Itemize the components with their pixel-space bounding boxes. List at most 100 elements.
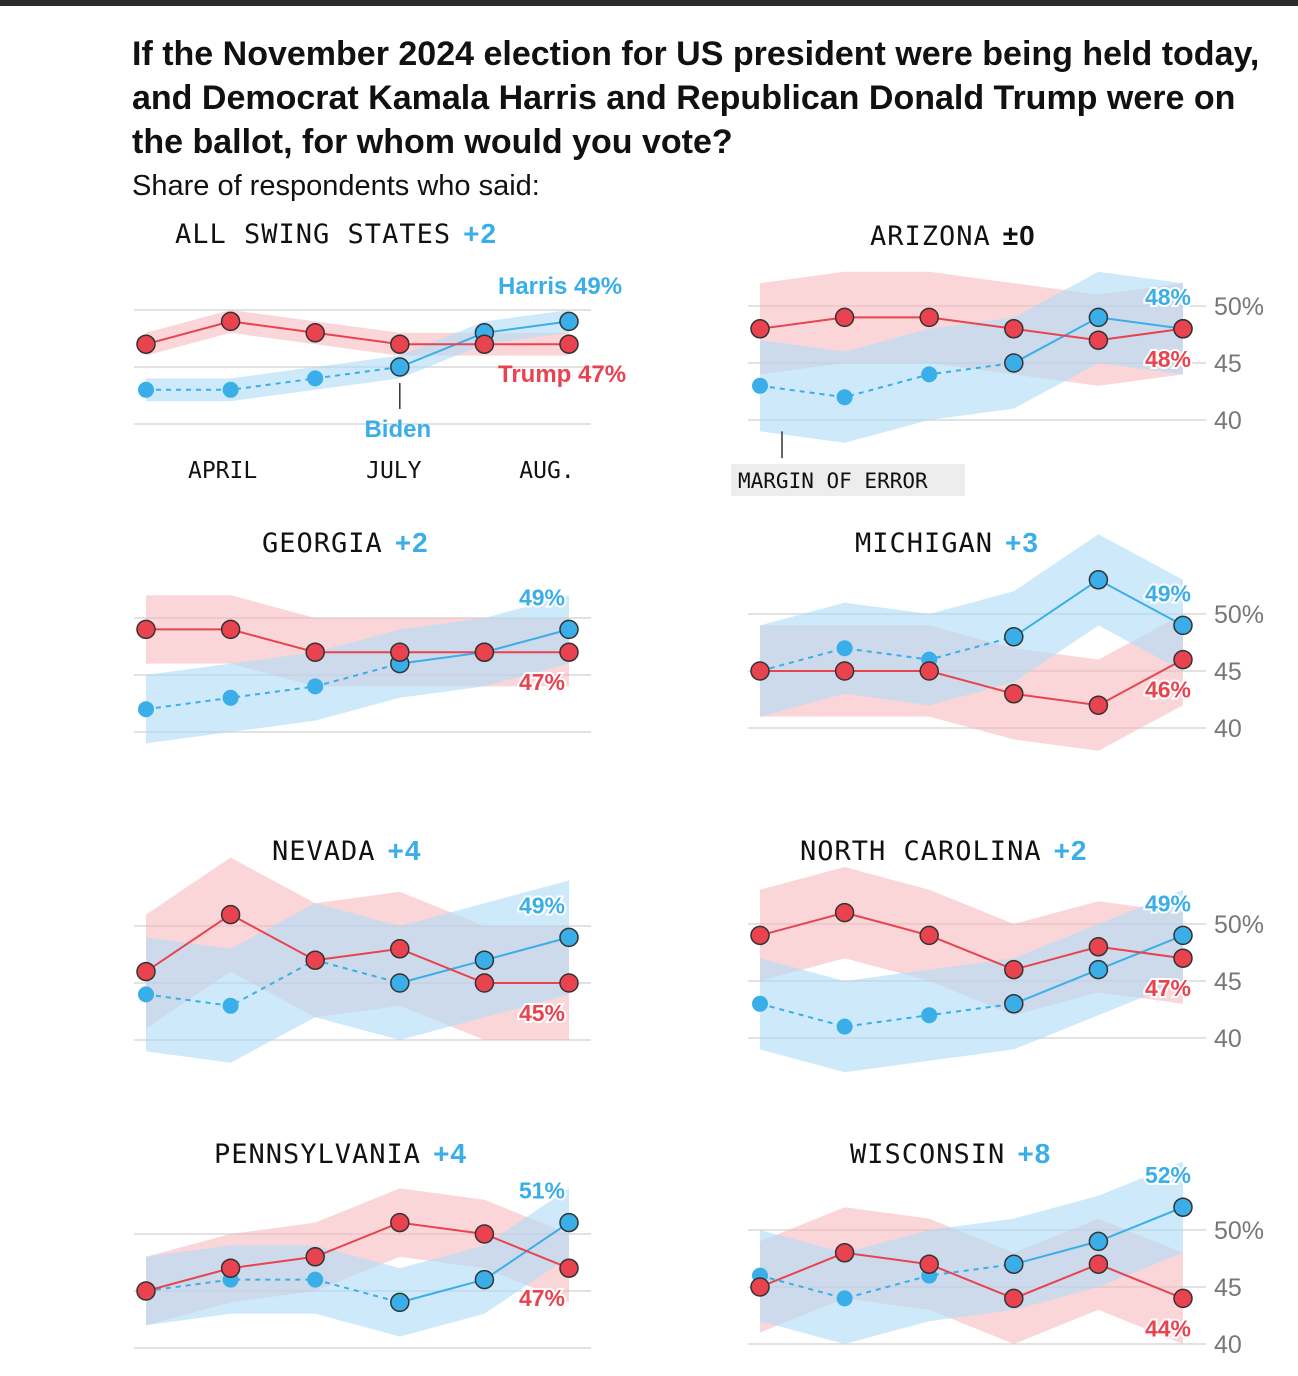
north-carolina-trump-point-0 (750, 925, 770, 946)
north-carolina-trump-line (759, 911, 1184, 971)
michigan-trump-point-3 (1004, 684, 1024, 704)
all-swing-states-biden-point-1 (222, 381, 239, 398)
michigan-biden-line (759, 635, 1015, 672)
michigan-y-tick-45: 45 (1214, 658, 1242, 686)
all-swing-states-trump-line (145, 320, 569, 346)
arizona-biden-point-0 (752, 377, 768, 394)
chart-subtitle: Share of respondents who said: (132, 170, 540, 202)
arizona-y-tick-40: 40 (1214, 407, 1242, 435)
michigan-harris-point-5 (1173, 615, 1193, 636)
biden-annotation: Biden (364, 416, 431, 443)
north-carolina-y-tick-50: 50% (1214, 911, 1264, 939)
wisconsin-biden-line (759, 1263, 1014, 1300)
trump-annotation: Trump 47% (498, 361, 626, 388)
all-swing-states-biden-line (146, 366, 400, 391)
wisconsin-trump-line (759, 1251, 1184, 1300)
arizona-biden-point-2 (921, 366, 938, 383)
arizona-harris-point-3 (1004, 353, 1024, 373)
georgia-harris-end-label: 49% (519, 584, 565, 610)
michigan-trump-point-1 (834, 661, 855, 681)
pennsylvania-biden-point-2 (307, 1271, 324, 1288)
all-swing-states-harris-error-band (146, 310, 569, 402)
arizona-y-tick-45: 45 (1214, 350, 1242, 378)
michigan-harris-end-label: 49% (1145, 580, 1191, 606)
nevada-trump-end-label: 45% (519, 1000, 565, 1026)
pennsylvania-trump-line (145, 1221, 570, 1292)
all-swing-states-panel-title: ALL SWING STATES +2 (175, 218, 497, 250)
arizona-trump-point-2 (919, 307, 939, 328)
all-swing-states-trump-point-0 (136, 334, 156, 354)
michigan-harris-point-4 (1088, 570, 1109, 590)
georgia-trump-point-0 (136, 619, 156, 640)
nevada-harris-point-5 (559, 927, 579, 948)
north-carolina-trump-point-2 (919, 925, 939, 946)
georgia-trump-line (146, 628, 569, 654)
arizona-trump-point-1 (834, 307, 855, 328)
arizona-trump-point-3 (1004, 319, 1024, 339)
wisconsin-trump-point-3 (1004, 1288, 1024, 1309)
michigan-y-tick-50: 50% (1214, 601, 1264, 629)
all-swing-states-harris-point-3 (390, 357, 410, 377)
nevada-harris-point-3 (390, 973, 410, 993)
pennsylvania-harris-point-3 (390, 1292, 410, 1313)
wisconsin-trump-point-2 (919, 1254, 939, 1274)
michigan-margin-value: +3 (1005, 527, 1039, 558)
north-carolina-harris-error-band (760, 889, 1183, 1073)
all-swing-states-trump-point-4 (474, 334, 495, 354)
north-carolina-trump-point-3 (1004, 959, 1024, 980)
georgia-margin-value: +2 (395, 527, 429, 558)
nevada-trump-point-0 (136, 961, 156, 982)
nevada-trump-point-3 (390, 939, 410, 959)
moe-annotation-label: MARGIN OF ERROR (738, 469, 928, 493)
north-carolina-trump-end-label: 47% (1145, 975, 1191, 1001)
arizona-harris-error-band (760, 271, 1183, 443)
nevada-harris-point-4 (474, 950, 495, 970)
georgia-biden-line (145, 662, 401, 711)
arizona-trump-point-5 (1173, 319, 1193, 339)
pennsylvania-trump-point-5 (559, 1258, 579, 1278)
nevada-trump-point-5 (559, 973, 579, 993)
north-carolina-biden-point-2 (921, 1007, 938, 1024)
arizona-biden-point-1 (836, 389, 853, 406)
nevada-margin-value: +4 (388, 835, 422, 866)
michigan-trump-point-4 (1088, 695, 1109, 715)
north-carolina-y-tick-40: 40 (1214, 1025, 1242, 1053)
arizona-trump-end-label: 48% (1145, 346, 1191, 372)
pennsylvania-harris-end-label: 51% (519, 1178, 565, 1204)
all-swing-states-trump-point-2 (305, 323, 325, 343)
nevada-trump-line (145, 913, 569, 984)
wisconsin-biden-point-1 (836, 1290, 853, 1307)
chart-title: If the November 2024 election for US pre… (132, 35, 1260, 161)
all-swing-states-harris-point-5 (559, 311, 579, 332)
michigan-trump-point-0 (750, 661, 770, 681)
wisconsin-trump-point-5 (1173, 1288, 1193, 1309)
wisconsin-harris-point-4 (1088, 1231, 1109, 1252)
north-carolina-harris-point-4 (1088, 959, 1109, 980)
pennsylvania-trump-point-4 (474, 1224, 495, 1244)
georgia-trump-point-2 (305, 642, 325, 662)
georgia-harris-point-5 (559, 619, 579, 640)
arizona-trump-point-4 (1088, 330, 1109, 350)
pennsylvania-biden-line (145, 1278, 401, 1304)
arizona-margin-value: ±0 (1003, 220, 1036, 251)
michigan-trump-point-2 (919, 661, 939, 681)
north-carolina-harris-end-label: 49% (1145, 890, 1191, 916)
arizona-trump-point-0 (750, 319, 770, 339)
month-label-aug: AUG. (519, 458, 574, 484)
arizona-harris-point-4 (1088, 307, 1109, 328)
north-carolina-harris-point-3 (1004, 994, 1024, 1014)
nevada-biden-point-0 (138, 986, 154, 1003)
wisconsin-trump-point-1 (834, 1243, 855, 1263)
michigan-panel-title: MICHIGAN +3 (855, 527, 1039, 559)
pennsylvania-trump-end-label: 47% (519, 1285, 565, 1311)
north-carolina-harris-point-5 (1173, 925, 1193, 946)
georgia-trump-point-4 (474, 642, 495, 662)
arizona-panel-title: ARIZONA ±0 (870, 220, 1036, 252)
all-swing-states-trump-point-1 (220, 311, 241, 332)
arizona-y-tick-50: 50% (1214, 293, 1264, 321)
arizona-harris-end-label: 48% (1145, 284, 1191, 310)
wisconsin-harris-point-5 (1173, 1197, 1193, 1217)
wisconsin-harris-end-label: 52% (1145, 1162, 1191, 1188)
georgia-trump-point-1 (220, 619, 241, 640)
arizona-trump-line (759, 316, 1184, 342)
